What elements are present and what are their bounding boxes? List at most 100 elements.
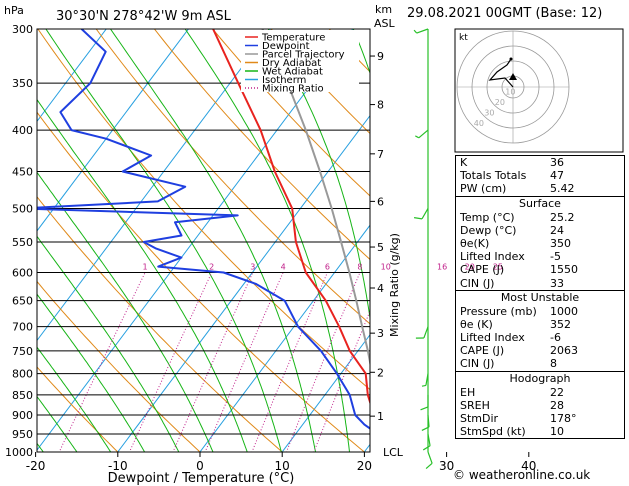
- mixing-ratio-line: [251, 272, 328, 452]
- pressure-tick-label: 300: [12, 23, 33, 36]
- series-dewpoint: [37, 29, 370, 430]
- index-value: 8: [550, 357, 557, 371]
- wind-barb: [427, 451, 433, 464]
- pressure-tick-label: 350: [12, 77, 33, 90]
- section-title: Most Unstable: [500, 290, 580, 304]
- km-tick-label: 8: [377, 99, 384, 112]
- mixing-ratio-label: 25: [493, 263, 503, 272]
- wind-barb-flag: [422, 445, 431, 451]
- hodograph-ring-label: 30: [484, 109, 494, 118]
- pressure-tick-label: 900: [12, 409, 33, 422]
- index-label: StmSpd (kt): [460, 425, 526, 439]
- index-row: SREH 28: [456, 399, 624, 412]
- index-value: 36: [550, 156, 564, 169]
- isotherm-line: [281, 334, 370, 452]
- index-row: EH 22: [456, 386, 624, 399]
- dry-adiabat-line: [212, 29, 370, 197]
- index-value: 25.2: [550, 210, 575, 224]
- section-title: Surface: [519, 196, 561, 210]
- index-row: StmSpd (kt) 10: [456, 425, 624, 438]
- series-layer: [37, 29, 370, 430]
- wet-adiabat-line: [37, 346, 112, 452]
- y-axis: 300 350 400 450 500 550 600 650 700 750 800 850 900 9…: [5, 23, 33, 459]
- index-row: Lifted Index -6: [456, 331, 624, 344]
- index-label: CIN (J): [460, 276, 495, 290]
- km-tick-label: 5: [377, 241, 384, 254]
- wind-barb: [423, 326, 429, 339]
- mixing-ratio-line: [128, 272, 213, 452]
- index-label: PW (cm): [460, 182, 507, 196]
- mixing-ratio-label: 10: [381, 263, 391, 272]
- index-value: 22: [550, 385, 564, 399]
- wet-adiabat-line: [37, 98, 248, 452]
- index-label: StmDir: [460, 412, 499, 425]
- pressure-tick-label: 600: [12, 267, 33, 280]
- index-value: 5.42: [550, 182, 575, 196]
- mixing-ratio-labels: 1 2 3 4 6 8 10 16 20 25: [143, 263, 503, 272]
- index-row: StmDir 178°: [456, 412, 624, 425]
- index-row: θe (K) 352: [456, 318, 624, 331]
- index-row: CIN (J) 33: [456, 277, 624, 290]
- series-temperature: [212, 29, 370, 406]
- pressure-tick-label: 1000: [5, 446, 33, 459]
- km-tick-label: 4: [377, 282, 384, 295]
- hodograph-ring-label: 40: [474, 119, 484, 128]
- isotherm-line: [37, 29, 190, 232]
- wind-barb: [427, 433, 431, 446]
- pressure-tick-label: 400: [12, 124, 33, 137]
- copyright-footer: © weatheronline.co.uk: [453, 468, 591, 482]
- index-value: 178°: [550, 412, 577, 425]
- valid-date: 29.08.2021 00GMT (Base: 12): [407, 6, 603, 21]
- hodograph-trace: [488, 58, 514, 88]
- lcl-label: LCL: [383, 446, 404, 459]
- legend-entry: Temperature: [261, 33, 325, 44]
- pressure-tick-label: 550: [12, 236, 33, 249]
- pressure-tick-label: 750: [12, 345, 33, 358]
- x-tick-label: -10: [108, 459, 128, 473]
- index-label: Temp (°C): [460, 210, 515, 224]
- mixing-ratio-label: 6: [325, 263, 330, 272]
- surface-section: Surface Temp (°C) 25.2 Dewp (°C) 24 θe(K) 350…: [456, 195, 624, 290]
- index-value: -5: [550, 250, 561, 264]
- index-value: 1000: [550, 304, 578, 318]
- index-row-totals: Totals Totals 47: [456, 169, 624, 182]
- index-value: 2063: [550, 344, 578, 358]
- wind-barb-flag: [421, 384, 427, 387]
- index-row-k: K 36: [456, 156, 624, 169]
- hodograph-ring-label: 10: [505, 88, 515, 97]
- index-label: Dewp (°C): [460, 223, 517, 237]
- mixing-ratio-axis-title: Mixing Ratio (g/kg): [388, 233, 401, 337]
- index-value: 33: [550, 276, 564, 290]
- hodograph-point: [509, 57, 513, 61]
- index-value: -6: [550, 331, 561, 345]
- km-tick-label: 9: [377, 50, 384, 63]
- mixing-ratio-line: [313, 309, 370, 452]
- index-label: CIN (J): [460, 357, 495, 371]
- dry-adiabat-line: [37, 366, 119, 452]
- index-label: Lifted Index: [460, 331, 525, 345]
- wet-adiabat-line: [37, 395, 78, 452]
- mixing-ratio-label: 1: [143, 263, 148, 272]
- wind-barb: [427, 414, 430, 427]
- index-value: 352: [550, 317, 571, 331]
- legend-entry: Parcel Trajectory: [262, 50, 345, 61]
- series-parcel-trajectory: [261, 29, 370, 368]
- legend-entry: Wet Adiabat: [262, 67, 323, 78]
- wet-adiabat-line: [415, 0, 454, 469]
- index-value: 1550: [550, 263, 578, 277]
- index-row: Pressure (mb) 1000: [456, 305, 624, 318]
- index-label: SREH: [460, 398, 490, 412]
- x-tick-label: 10: [275, 459, 290, 473]
- isotherm-line: [37, 29, 107, 123]
- index-label: CAPE (J): [460, 344, 505, 358]
- index-label: Totals Totals: [460, 169, 527, 183]
- index-value: 350: [550, 236, 571, 250]
- pressure-tick-label: 700: [12, 321, 33, 334]
- indices-table: K 36 Totals Totals 47 PW (cm) 5.42 Surfa…: [455, 155, 625, 440]
- mixing-ratio-label: 8: [357, 263, 362, 272]
- wind-barb-flag: [420, 406, 429, 411]
- km-tick-label: 2: [377, 366, 384, 379]
- isotherm-line: [0, 0, 72, 469]
- pressure-tick-label: 650: [12, 295, 33, 308]
